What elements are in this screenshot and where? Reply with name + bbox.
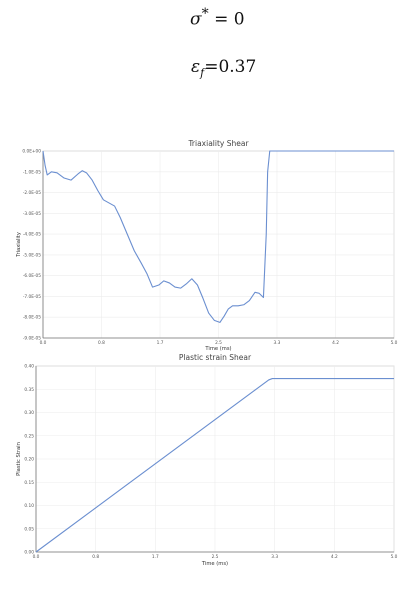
triaxiality-y-tick-label: -8.0E-05 xyxy=(23,315,41,321)
triaxiality-y-tick-label: 0.0E+00 xyxy=(22,149,41,155)
plastic-strain-x-axis-label: Time (ms) xyxy=(201,561,228,567)
epsilon-symbol: ε xyxy=(191,57,201,77)
triaxiality-x-tick-label: 2.5 xyxy=(215,340,222,346)
triaxiality-x-tick-label: 0.8 xyxy=(98,340,105,346)
plastic-strain-y-tick-label: 0.35 xyxy=(24,387,34,393)
plastic-strain-x-tick-label: 2.5 xyxy=(212,554,219,560)
plastic-strain-chart-title: Plastic strain Shear xyxy=(179,353,252,362)
plastic-strain-x-tick-label: 0.8 xyxy=(92,554,99,560)
plastic-strain-y-tick-label: 0.40 xyxy=(24,364,34,370)
plastic-strain-y-tick-label: 0.30 xyxy=(24,410,34,416)
triaxiality-x-tick-label: 4.2 xyxy=(332,340,339,346)
plastic-strain-y-tick-label: 0.25 xyxy=(24,433,34,439)
triaxiality-chart-title: Triaxiality Shear xyxy=(187,139,249,148)
triaxiality-y-tick-label: -3.0E-05 xyxy=(23,211,41,217)
triaxiality-x-tick-label: 1.7 xyxy=(157,340,164,346)
triaxiality-y-tick-label: -1.0E-05 xyxy=(23,169,41,175)
triaxiality-y-tick-label: -9.0E-05 xyxy=(23,336,41,342)
sigma-symbol: σ xyxy=(190,9,202,30)
plastic-strain-y-tick-label: 0.15 xyxy=(24,480,34,486)
epsilon-rhs: =0.37 xyxy=(204,57,257,77)
plastic-strain-y-tick-label: 0.05 xyxy=(24,526,34,532)
plastic-strain-x-tick-label: 1.7 xyxy=(152,554,159,560)
triaxiality-y-axis-label: Triaxiality xyxy=(16,232,22,258)
triaxiality-y-tick-label: -7.0E-05 xyxy=(23,294,41,300)
plastic-strain-x-tick-label: 5.0 xyxy=(391,554,398,560)
triaxiality-x-axis-label: Time (ms) xyxy=(204,346,231,352)
plastic-strain-y-tick-label: 0.10 xyxy=(24,503,34,509)
plastic-strain-y-tick-label: 0.00 xyxy=(24,550,34,556)
triaxiality-y-tick-label: -5.0E-05 xyxy=(23,252,41,258)
sigma-rhs: = 0 xyxy=(208,9,245,30)
triaxiality-series-line xyxy=(42,150,394,323)
plastic-strain-y-tick-label: 0.20 xyxy=(24,457,34,463)
triaxiality-y-tick-label: -6.0E-05 xyxy=(23,273,41,279)
triaxiality-x-tick-label: 3.3 xyxy=(274,340,281,346)
triaxiality-x-tick-label: 0.0 xyxy=(40,340,47,346)
failure-strain-equation: εf=0.37 xyxy=(191,57,256,79)
plastic-strain-y-axis-label: Plastic Strain xyxy=(16,442,22,476)
plastic-strain-series-line xyxy=(35,378,394,553)
triaxiality-x-tick-label: 5.0 xyxy=(391,340,398,346)
triaxiality-y-tick-label: -4.0E-05 xyxy=(23,232,41,238)
plastic-strain-x-tick-label: 4.2 xyxy=(331,554,338,560)
epsilon-subscript: f xyxy=(200,66,205,80)
sigma-superscript: * xyxy=(201,6,209,22)
triaxiality-y-tick-label: -2.0E-05 xyxy=(23,190,41,196)
plastic-strain-x-tick-label: 0.0 xyxy=(33,554,40,560)
plastic-strain-x-tick-label: 3.3 xyxy=(271,554,278,560)
sigma-star-equation: σ* = 0 xyxy=(190,6,245,30)
